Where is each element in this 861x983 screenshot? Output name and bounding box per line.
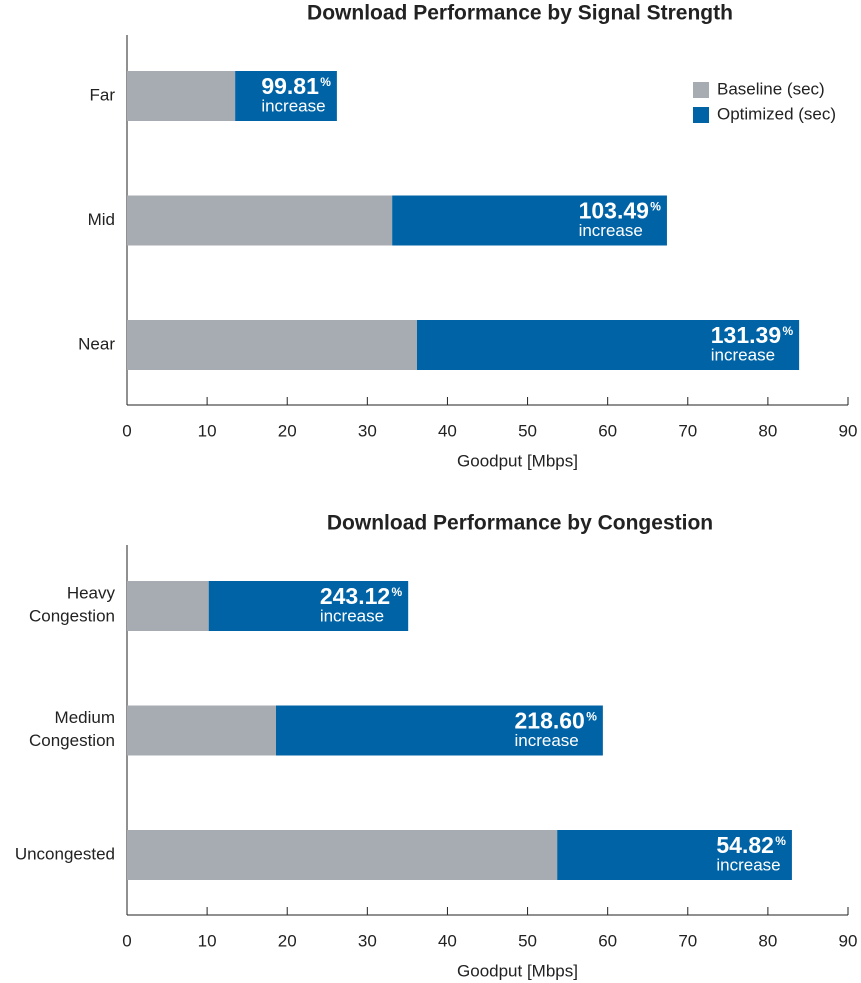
bar-segment: [127, 705, 277, 756]
annotation-text: increase: [711, 345, 775, 364]
annotation-value: 99.81: [261, 73, 319, 99]
x-tick-label: 10: [198, 421, 217, 440]
annotation-value: 218.60: [515, 708, 585, 734]
bar-segment: [127, 581, 209, 631]
annotation-unit: %: [775, 834, 786, 848]
x-tick-label: 0: [122, 931, 131, 950]
x-tick-label: 50: [518, 421, 537, 440]
annotation-value: 131.39: [711, 322, 781, 348]
annotation-unit: %: [392, 585, 403, 599]
bar-segment: [235, 71, 337, 121]
y-tick-label: Medium Congestion: [29, 708, 115, 750]
y-tick-label: Uncongested: [15, 844, 115, 863]
annotation-unit: %: [782, 324, 793, 338]
x-tick-label: 60: [598, 931, 617, 950]
x-tick-label: 70: [678, 421, 697, 440]
x-tick-label: 60: [598, 421, 617, 440]
x-tick-label: 50: [518, 931, 537, 950]
annotation-text: increase: [320, 606, 384, 625]
bar-segment: [208, 581, 409, 631]
bar-segment: [417, 320, 800, 370]
legend-swatch: [693, 107, 709, 123]
x-tick-label: 80: [758, 931, 777, 950]
y-tick-label: Far: [90, 85, 116, 104]
x-tick-label: 0: [122, 421, 131, 440]
annotation-value: 54.82: [716, 832, 774, 858]
annotation-text: increase: [261, 96, 325, 115]
bar-segment: [127, 71, 236, 121]
chart-title: Download Performance by Congestion: [327, 512, 713, 535]
x-tick-label: 40: [438, 421, 457, 440]
x-tick-label: 90: [839, 931, 858, 950]
annotation-text: increase: [716, 855, 780, 874]
label-line: Congestion: [29, 607, 115, 626]
x-tick-label: 30: [358, 421, 377, 440]
x-tick-label: 40: [438, 931, 457, 950]
annotation-unit: %: [320, 75, 331, 89]
bar-segment: [392, 195, 667, 246]
bar-segment: [127, 830, 558, 880]
legend-label: Optimized (sec): [717, 104, 836, 123]
bar-segment: [557, 830, 792, 880]
bar-segment: [276, 705, 603, 756]
x-tick-label: 80: [758, 421, 777, 440]
annotation-value: 243.12: [320, 583, 390, 609]
chart-title: Download Performance by Signal Strength: [307, 2, 733, 25]
legend-label: Baseline (sec): [717, 79, 825, 98]
x-tick-label: 30: [358, 931, 377, 950]
annotation-unit: %: [650, 200, 661, 214]
x-tick-label: 20: [278, 931, 297, 950]
y-tick-label: Mid: [88, 210, 115, 229]
annotation-value: 103.49: [579, 198, 649, 224]
label-line: Medium: [55, 708, 115, 727]
label-line: Congestion: [29, 731, 115, 750]
label-line: Heavy: [67, 584, 116, 603]
y-tick-label: Heavy Congestion: [29, 584, 116, 626]
x-tick-label: 90: [839, 421, 858, 440]
x-tick-label: 10: [198, 931, 217, 950]
annotation-text: increase: [515, 731, 579, 750]
x-tick-label: 70: [678, 931, 697, 950]
annotation-unit: %: [586, 710, 597, 724]
x-axis-label: Goodput [Mbps]: [457, 451, 578, 470]
x-axis-label: Goodput [Mbps]: [457, 961, 578, 980]
y-tick-label: Near: [78, 334, 115, 353]
bar-segment: [127, 320, 418, 370]
x-tick-label: 20: [278, 421, 297, 440]
bar-segment: [127, 195, 393, 246]
annotation-text: increase: [579, 221, 643, 240]
legend-swatch: [693, 82, 709, 98]
